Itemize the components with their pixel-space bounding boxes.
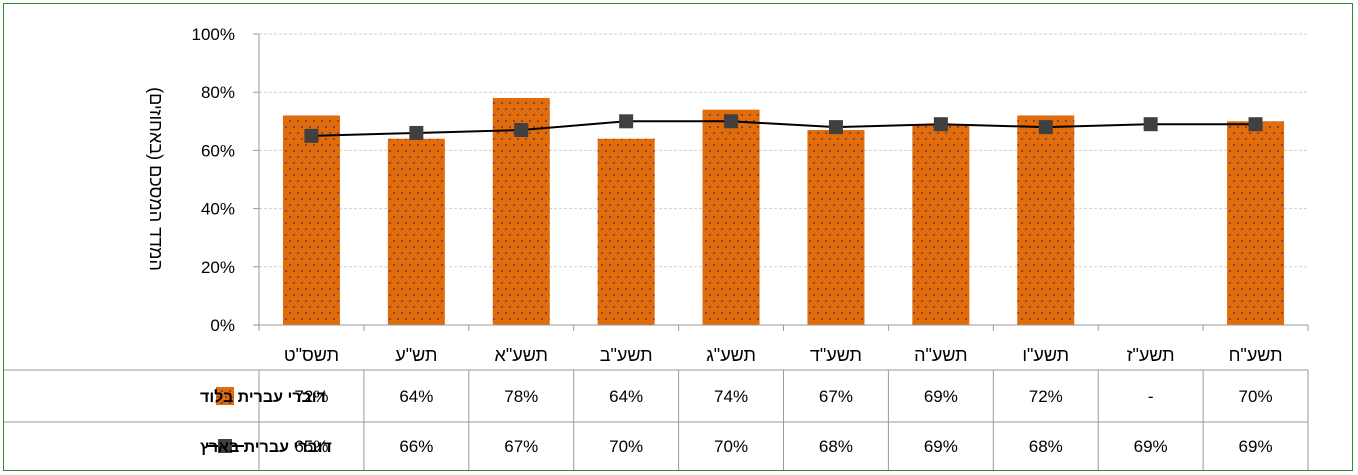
table-cell: 69% (1134, 437, 1168, 456)
line-marker (1248, 117, 1263, 132)
table-cell: 72% (1029, 387, 1063, 406)
table-cell: 70% (1239, 387, 1273, 406)
table-cell: 67% (819, 387, 853, 406)
line-marker (1038, 120, 1053, 135)
table-cell: 74% (714, 387, 748, 406)
category-label: תש"ע (395, 345, 437, 365)
category-label: תשע"ד (810, 345, 862, 365)
bar (1227, 121, 1285, 325)
y-tick-label: 100% (192, 25, 235, 44)
table-cell: - (1148, 387, 1154, 406)
y-tick-label: 80% (201, 83, 235, 102)
legend-label: דוברי עברית בלוד (200, 388, 326, 406)
table-cell: 72% (294, 387, 328, 406)
table-cell: 69% (1239, 437, 1273, 456)
line-marker (724, 114, 739, 129)
bar (1017, 115, 1075, 325)
y-axis-ticks: 0% 20% 40% 60% 80% 100% (192, 25, 259, 335)
table-cell: 78% (504, 387, 538, 406)
table-cell: 70% (609, 437, 643, 456)
chart-frame: 0% 20% 40% 60% 80% 100% תשס"ט תש"ע תשע"א תשע"ב תש… (3, 3, 1353, 471)
bar (807, 130, 865, 325)
y-tick-label: 20% (201, 258, 235, 277)
bar (912, 124, 970, 326)
table-cell: 64% (609, 387, 643, 406)
line-marker (409, 125, 424, 140)
legend-swatch-marker (218, 439, 232, 453)
y-tick-label: 0% (210, 316, 235, 335)
table-cell: 64% (399, 387, 433, 406)
bar (597, 138, 655, 325)
category-label: תשע"ז (1127, 345, 1175, 365)
table-cell: 66% (399, 437, 433, 456)
category-label: תשע"ח (1229, 345, 1283, 365)
y-tick-label: 60% (201, 141, 235, 160)
category-labels: תשס"ט תש"ע תשע"א תשע"ב תשע"ג תשע"ד תשע"ה תשע"ו ת… (284, 345, 1283, 365)
series-line (311, 120, 1256, 137)
table-cell: 70% (714, 437, 748, 456)
table-cell: 68% (819, 437, 853, 456)
chart-svg: 0%20%40%60%80%100% תשס"ט תש"ע תשע"א תשע"ב תש… (4, 25, 1309, 470)
bar (702, 109, 760, 325)
y-tick-label: 40% (201, 200, 235, 219)
category-label: תשע"ג (706, 345, 756, 365)
line-marker (304, 128, 319, 143)
table-cell: 67% (504, 437, 538, 456)
legend: דוברי עברית בלוד דוברי עברית בארץ (200, 387, 332, 456)
line-series (304, 114, 1263, 143)
data-table: 72% 64% 78% 64% 74% 67% 69% 72% - 70% 65% 66% 67% 70%… (4, 369, 1309, 470)
bar (387, 138, 445, 325)
line-marker (619, 114, 634, 129)
line-marker (514, 123, 529, 138)
table-cell: 65% (294, 437, 328, 456)
line-marker (828, 120, 843, 135)
table-cell: 69% (924, 437, 958, 456)
legend-swatch-bar (216, 387, 234, 405)
y-axis-label: המדד המסכם (באחוזים) (146, 87, 166, 271)
line-marker (933, 117, 948, 132)
category-label: תשע"א (495, 345, 548, 365)
category-label: תשע"ה (914, 345, 968, 365)
bar (282, 115, 340, 325)
table-cell: 68% (1029, 437, 1063, 456)
legend-label: דוברי עברית בארץ (200, 439, 332, 456)
category-label: תשע"ב (600, 345, 653, 365)
table-cell: 69% (924, 387, 958, 406)
axes (258, 34, 1309, 331)
category-label: תשע"ו (1022, 345, 1069, 365)
bar-series (282, 98, 1285, 326)
category-label: תשס"ט (284, 345, 339, 365)
line-marker (1143, 117, 1158, 132)
